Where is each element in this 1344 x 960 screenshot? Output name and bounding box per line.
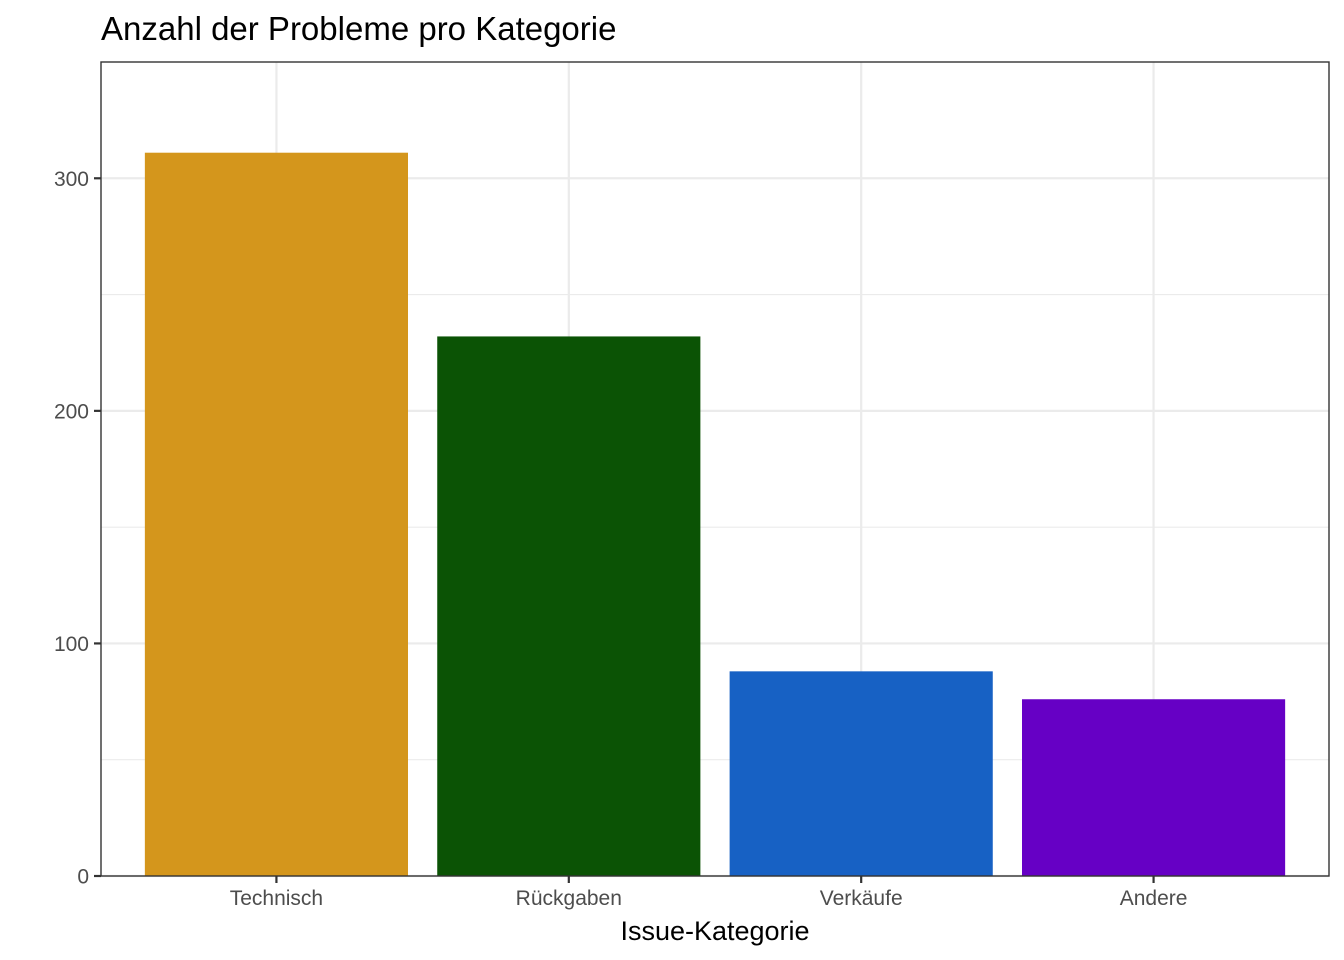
x-tick-label: Verkäufe: [820, 887, 903, 910]
y-tick-label: 0: [77, 866, 89, 889]
y-tick-label: 300: [54, 168, 89, 191]
bar-verkäufe: [729, 671, 993, 876]
x-tick-label: Andere: [1120, 887, 1188, 910]
y-tick-label: 100: [54, 633, 89, 656]
x-tick-label: Rückgaben: [516, 887, 622, 910]
bars: [144, 152, 1286, 876]
y-axis: 0 100 200 300: [54, 168, 101, 889]
x-tick-label: Technisch: [230, 887, 323, 910]
panel-border: [100, 61, 1330, 877]
x-axis: Technisch Rückgaben Verkäufe Andere: [230, 876, 1188, 910]
y-tick-label: 200: [54, 400, 89, 423]
x-axis-title: Issue-Kategorie: [620, 916, 809, 946]
bar-rückgaben: [437, 336, 701, 876]
bar-technisch: [144, 152, 408, 876]
chart-title: Anzahl der Probleme pro Kategorie: [101, 10, 616, 47]
bar-andere: [1022, 699, 1286, 876]
